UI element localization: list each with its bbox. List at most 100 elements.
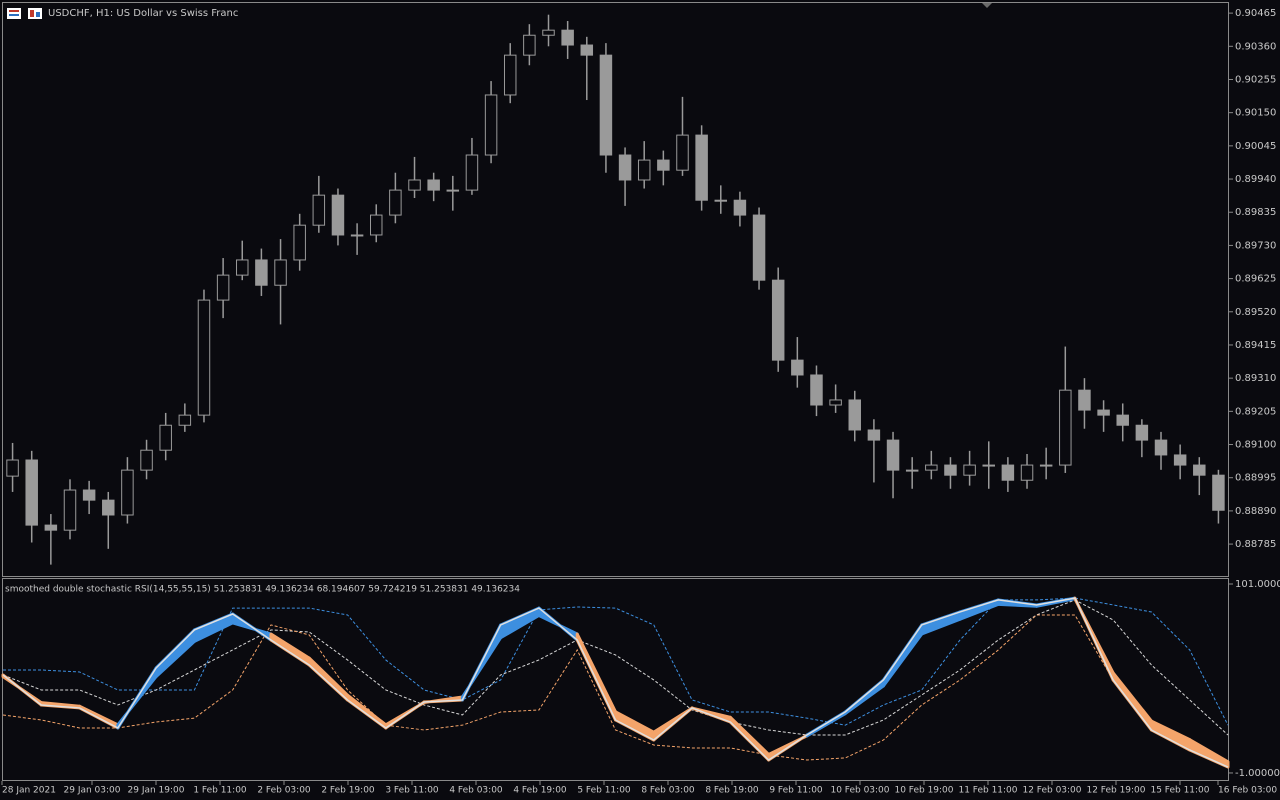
candle-body (255, 259, 268, 286)
candle-body (331, 194, 345, 236)
main-pane (2, 2, 1229, 577)
candle-body (695, 134, 708, 201)
y-tick-label: 0.89940 (1235, 174, 1276, 185)
candle-body (618, 154, 632, 181)
y-tick-label: 0.88890 (1235, 506, 1276, 517)
dashed-line (2, 614, 1229, 769)
y-tick-label: 0.89520 (1235, 307, 1276, 318)
y-tick-label: 0.89730 (1235, 240, 1276, 251)
candle-body (216, 274, 230, 301)
candle-body (1212, 474, 1225, 511)
x-tick-label: 15 Feb 11:00 (1150, 786, 1209, 796)
x-tick-label: 10 Feb 19:00 (894, 786, 953, 796)
y-tick-label: 0.89205 (1235, 406, 1276, 417)
candle-body (599, 54, 613, 156)
candle-body (236, 259, 249, 276)
x-tick-label: 12 Feb 19:00 (1086, 786, 1145, 796)
candle-body (1059, 389, 1072, 466)
candle-body (370, 214, 383, 236)
candle-body (25, 459, 38, 526)
y-tick-label: 0.89100 (1235, 440, 1276, 451)
signal-band (307, 656, 350, 702)
candle-body (1116, 414, 1129, 426)
candle-body (44, 524, 58, 531)
candle-body (733, 199, 747, 216)
candle-body (1039, 464, 1053, 467)
icon-trade[interactable] (28, 8, 42, 19)
candle-body (82, 489, 96, 501)
icon-detail (9, 14, 19, 16)
icon-detail (36, 12, 40, 17)
x-tick-label: 29 Jan 19:00 (128, 786, 185, 796)
x-tick-label: 10 Feb 03:00 (830, 786, 889, 796)
y-tick-label: 0.90465 (1235, 8, 1276, 19)
candle-body (312, 194, 326, 226)
signal-band (1149, 719, 1192, 752)
x-tick-label: 2 Feb 19:00 (321, 786, 375, 796)
candle-body (427, 179, 440, 191)
y-tick-label: -1.000000 (1235, 768, 1280, 779)
candle-body (676, 134, 689, 171)
x-tick-label: 29 Jan 03:00 (64, 786, 121, 796)
candle-body (944, 464, 957, 476)
y-tick-label: 0.90255 (1235, 74, 1276, 85)
x-tick-label: 12 Feb 03:00 (1022, 786, 1081, 796)
candle-body (523, 34, 536, 56)
candle-body (561, 29, 574, 46)
candle-body (63, 489, 77, 531)
candle-body (982, 464, 995, 467)
candle-body (350, 234, 364, 237)
candle-body (121, 469, 134, 516)
y-tick-label: 0.89310 (1235, 373, 1276, 384)
icon-menu[interactable] (7, 8, 21, 19)
y-tick-label: 0.90360 (1235, 41, 1276, 52)
signal-band (154, 628, 196, 679)
x-tick-label: 16 Feb 03:00 (1218, 786, 1277, 796)
candle-body (925, 464, 938, 471)
x-tick-label: 8 Feb 19:00 (705, 786, 759, 796)
candle-body (1173, 454, 1187, 466)
candle-body (140, 449, 153, 471)
candle-body (102, 499, 115, 516)
y-tick-label: 0.88995 (1235, 473, 1276, 484)
candle-body (829, 399, 842, 406)
x-tick-label: 1 Feb 11:00 (193, 786, 247, 796)
x-tick-label: 5 Feb 11:00 (577, 786, 631, 796)
candle-body (580, 44, 594, 56)
candle-body (293, 224, 306, 261)
candle-body (1193, 464, 1206, 476)
candle-body (714, 199, 728, 202)
y-tick-label: 0.89415 (1235, 340, 1276, 351)
candle-body (657, 159, 670, 171)
y-tick-label: 101.000000 (1235, 579, 1280, 590)
candle-body (1135, 424, 1149, 441)
candle-body (542, 29, 555, 36)
candle-body (408, 179, 421, 191)
dashed-line (3, 597, 1229, 726)
icon-detail (9, 10, 19, 12)
candle-body (178, 414, 192, 426)
candle-body (159, 424, 172, 451)
candle-body (963, 464, 976, 476)
candle-body (637, 159, 651, 181)
x-tick-label: 4 Feb 03:00 (449, 786, 503, 796)
x-tick-label: 9 Feb 11:00 (769, 786, 823, 796)
candle-body (810, 374, 823, 406)
signal-band (614, 710, 656, 742)
candle-body (867, 429, 881, 441)
x-tick-label: 28 Jan 2021 (2, 786, 56, 796)
candle-body (886, 439, 900, 471)
candle-body (1001, 464, 1015, 481)
candle-body (1078, 389, 1091, 411)
indicator-title: smoothed double stochastic RSI(14,55,55,… (5, 585, 520, 595)
x-tick-label: 11 Feb 11:00 (958, 786, 1017, 796)
shift-marker[interactable] (982, 3, 992, 8)
x-tick-label: 2 Feb 03:00 (257, 786, 311, 796)
candle-body (1154, 439, 1168, 456)
candle-body (752, 214, 766, 281)
candle-body (446, 189, 460, 192)
candle-body (274, 259, 287, 286)
candle-body (484, 94, 498, 156)
indicator-pane (2, 578, 1229, 781)
